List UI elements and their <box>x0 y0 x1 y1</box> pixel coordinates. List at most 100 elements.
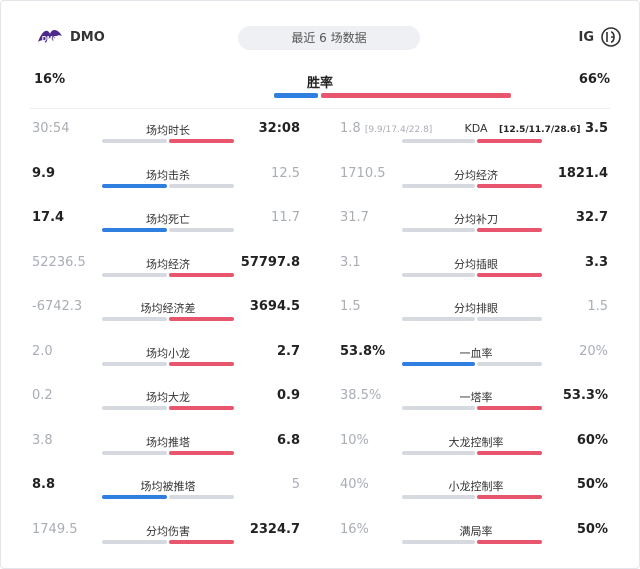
stat-left-bar <box>102 317 167 321</box>
stat-right-bar <box>477 228 542 232</box>
stat-right-number: 57797.8 <box>240 254 300 270</box>
stat-right-value: 6.8 <box>277 433 300 448</box>
win-rate-label: 胜率 <box>306 76 333 91</box>
stat-right-value: 1.5 <box>587 299 608 314</box>
stat-left-value: 1.5 <box>340 299 361 314</box>
stat-label: 场均经济 <box>146 257 190 271</box>
stat-right-value: [12.5/11.7/28.6] 3.5 <box>499 121 608 136</box>
stat-row: 2.0 2.7 场均小龙 <box>32 344 300 388</box>
stat-right-number: 60% <box>576 432 608 448</box>
stat-right-number: 50% <box>576 477 608 492</box>
stat-left-number: 38.5% <box>340 388 382 403</box>
stat-right-value: 1821.4 <box>558 166 608 181</box>
stat-right-bar <box>169 183 234 188</box>
stat-left-bar <box>402 450 475 455</box>
stat-left-value: 52236.5 <box>32 255 86 270</box>
stat-row: 16% 50% 满局率 <box>340 522 608 566</box>
stat-left-value: 17.4 <box>32 210 64 225</box>
stat-left-bar <box>102 406 167 410</box>
stat-row: 3.1 3.3 分均插眼 <box>340 255 608 299</box>
stat-right-number: 12.5 <box>271 165 300 181</box>
stat-right-number: 50% <box>576 521 608 537</box>
stat-label: 小龙控制率 <box>448 480 504 493</box>
stat-right-number: 53.3% <box>562 388 608 403</box>
stat-label: 场均经济差 <box>140 302 196 315</box>
stat-row: 0.2 0.9 场均大龙 <box>32 388 300 432</box>
stat-left-bar <box>402 139 475 143</box>
stat-right-bar <box>477 317 542 321</box>
stat-label: 分均排眼 <box>454 302 498 315</box>
stat-left-bar <box>402 228 475 232</box>
stat-label: 一塔率 <box>459 391 493 404</box>
recent-games-label[interactable]: 最近 6 场数据 <box>238 26 420 50</box>
right-team[interactable]: IG <box>578 26 622 48</box>
stat-row: 52236.5 57797.8 场均经济 <box>32 255 300 299</box>
stat-label: 分均经济 <box>454 168 498 182</box>
stat-left-value: 1710.5 <box>340 166 386 181</box>
stat-row: 17.4 11.7 场均死亡 <box>32 210 300 254</box>
stat-row: 3.8 6.8 场均推塔 <box>32 433 300 477</box>
stat-row: 40% 50% 小龙控制率 <box>340 477 608 521</box>
stat-left-value: 16% <box>340 522 369 537</box>
stat-right-value: 50% <box>577 522 608 537</box>
stat-row: 1710.5 1821.4 分均经济 <box>340 166 608 210</box>
stat-right-bar <box>169 539 234 544</box>
stat-right-number: 2.7 <box>276 343 300 359</box>
stat-right-number: 5 <box>291 477 300 492</box>
divider <box>30 108 610 109</box>
stat-left-value: 40% <box>340 477 369 492</box>
stat-right-bar <box>169 139 234 143</box>
win-rate-left-bar <box>274 93 318 98</box>
stat-row: 30:54 32:08 场均时长 <box>32 121 300 165</box>
stat-left-value: 31.7 <box>340 210 369 225</box>
stat-right-number: 3.5 <box>584 121 608 136</box>
stat-left-number: 1749.5 <box>32 521 78 537</box>
stat-left-number: -6742.3 <box>32 299 83 314</box>
stat-left-value: 38.5% <box>340 388 381 403</box>
stat-left-bar <box>402 183 475 188</box>
stat-left-number: 2.0 <box>32 343 53 359</box>
stat-label: 场均死亡 <box>146 213 190 226</box>
stat-right-value: 5 <box>292 477 300 492</box>
stat-right-value: 2.7 <box>277 344 300 359</box>
stat-right-number: 11.7 <box>271 210 300 225</box>
stat-right-bar <box>477 539 542 544</box>
stat-left-number: 52236.5 <box>32 254 86 270</box>
stat-right-bar <box>169 406 234 410</box>
stat-right-value: 53.3% <box>563 388 608 403</box>
stat-right-value: 57797.8 <box>241 255 300 270</box>
stat-left-bar <box>102 539 167 544</box>
stat-row: 8.8 5 场均被推塔 <box>32 477 300 521</box>
stat-right-value: 50% <box>577 477 608 492</box>
win-rate-right-value: 66% <box>578 72 610 87</box>
stat-left-bar <box>402 272 475 277</box>
svg-text:DMO: DMO <box>42 36 59 43</box>
stat-left-bar <box>102 272 167 277</box>
stat-right-value: 32.7 <box>576 210 608 225</box>
stat-right-bar <box>169 361 234 366</box>
stat-label: 场均击杀 <box>146 168 190 182</box>
stat-left-value: 3.8 <box>32 433 53 448</box>
stat-left-bar <box>402 406 475 410</box>
stat-left-detail: [9.9/17.4/22.8] <box>364 125 433 135</box>
stat-left-value: 2.0 <box>32 344 53 359</box>
stat-left-bar <box>102 228 167 232</box>
left-team[interactable]: DMO DMO <box>36 26 105 48</box>
win-rate-row: 16% 胜率 66% <box>0 68 640 104</box>
stat-left-value: 9.9 <box>32 166 55 181</box>
stat-left-number: 1.5 <box>340 299 361 314</box>
stat-right-number: 0.9 <box>276 388 300 403</box>
right-team-name: IG <box>578 29 594 45</box>
header: DMO DMO 最近 6 场数据 IG <box>0 0 640 72</box>
stat-left-number: 31.7 <box>340 210 369 225</box>
stat-row: 1749.5 2324.7 分均伤害 <box>32 522 300 566</box>
stat-left-value: 10% <box>340 433 369 448</box>
stat-left-value: 53.8% <box>340 344 385 359</box>
stat-left-bar <box>102 361 167 366</box>
left-team-name: DMO <box>70 29 105 45</box>
stat-left-bar <box>102 450 167 455</box>
stat-left-number: 8.8 <box>32 477 56 492</box>
stat-label: 场均大龙 <box>146 391 190 404</box>
stat-label: 场均时长 <box>146 124 190 137</box>
stat-left-number: 3.1 <box>340 254 361 270</box>
